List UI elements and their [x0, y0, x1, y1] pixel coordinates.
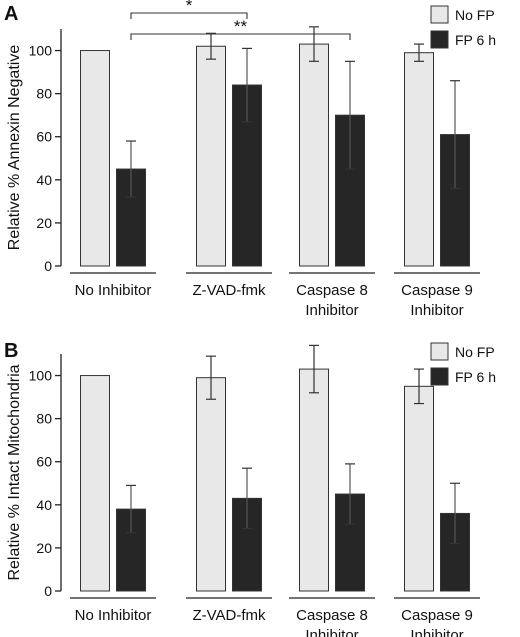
category-label: Caspase 9 Inhibitor [401, 607, 473, 637]
y-tick-label: 60 [36, 454, 52, 470]
legend-label: FP 6 h [455, 32, 496, 48]
legend-swatch [430, 5, 449, 24]
y-tick-label: 80 [36, 411, 52, 427]
category-label: Caspase 9 Inhibitor [401, 282, 473, 319]
bar-no-fp [80, 50, 110, 267]
category-label-line: Inhibitor [410, 302, 463, 319]
category-label-line: No Inhibitor [75, 607, 152, 624]
significance-bracket [130, 33, 351, 40]
category-label: No Inhibitor [75, 607, 152, 624]
category-label: Z-VAD-fmk [192, 282, 266, 299]
bar-no-fp [404, 52, 434, 267]
y-tick-label: 40 [36, 172, 52, 188]
y-tick-label: 0 [44, 583, 52, 599]
bar-no-fp [196, 377, 226, 592]
category-label: Z-VAD-fmk [192, 607, 266, 624]
category-label-line: Caspase 8 [296, 607, 368, 624]
bar-no-fp [404, 385, 434, 592]
bar-no-fp [299, 43, 329, 267]
category-label-line: No Inhibitor [75, 282, 152, 299]
category-label: Caspase 8 Inhibitor [296, 282, 368, 319]
category-label-line: Z-VAD-fmk [192, 607, 266, 624]
legend-swatch [430, 342, 449, 361]
category-label-line: Inhibitor [305, 302, 358, 319]
y-tick-label: 20 [36, 540, 52, 556]
bar-fp-6h [116, 168, 146, 267]
panel-letter: A [4, 3, 18, 25]
category-label-line: Caspase 9 [401, 607, 473, 624]
category-label-line: Inhibitor [410, 627, 463, 637]
legend-label: No FP [455, 7, 495, 23]
panel-B: B 0 20 40 60 80 100 Relative % Intact Mitochond… [4, 340, 496, 637]
y-tick-label: 100 [29, 368, 53, 384]
legend-label: No FP [455, 344, 495, 360]
legend-swatch [430, 367, 449, 386]
category-label-line: Caspase 8 [296, 282, 368, 299]
significance-bracket [130, 12, 248, 19]
y-tick-label: 100 [29, 43, 53, 59]
bar-no-fp [80, 375, 110, 592]
y-tick-label: 80 [36, 86, 52, 102]
y-tick-label: 20 [36, 215, 52, 231]
category-label-line: Inhibitor [305, 627, 358, 637]
significance-label: ** [234, 17, 248, 36]
y-tick-label: 60 [36, 129, 52, 145]
category-label-line: Caspase 9 [401, 282, 473, 299]
bar-no-fp [196, 45, 226, 267]
legend-label: FP 6 h [455, 369, 496, 385]
category-label: Caspase 8 Inhibitor [296, 607, 368, 637]
y-axis-title: Relative % Intact Mitochondria [6, 364, 23, 580]
legend-swatch [430, 30, 449, 49]
category-label-line: Z-VAD-fmk [192, 282, 266, 299]
significance-label: * [186, 0, 193, 15]
bar-no-fp [299, 368, 329, 592]
y-axis-title: Relative % Annexin Negative [6, 45, 23, 251]
y-tick-label: 40 [36, 497, 52, 513]
panel-letter: B [4, 340, 18, 362]
y-tick-label: 0 [44, 258, 52, 274]
panel-A: A 0 20 40 60 80 100 Relative % Annexin Negative… [4, 0, 496, 319]
category-label: No Inhibitor [75, 282, 152, 299]
